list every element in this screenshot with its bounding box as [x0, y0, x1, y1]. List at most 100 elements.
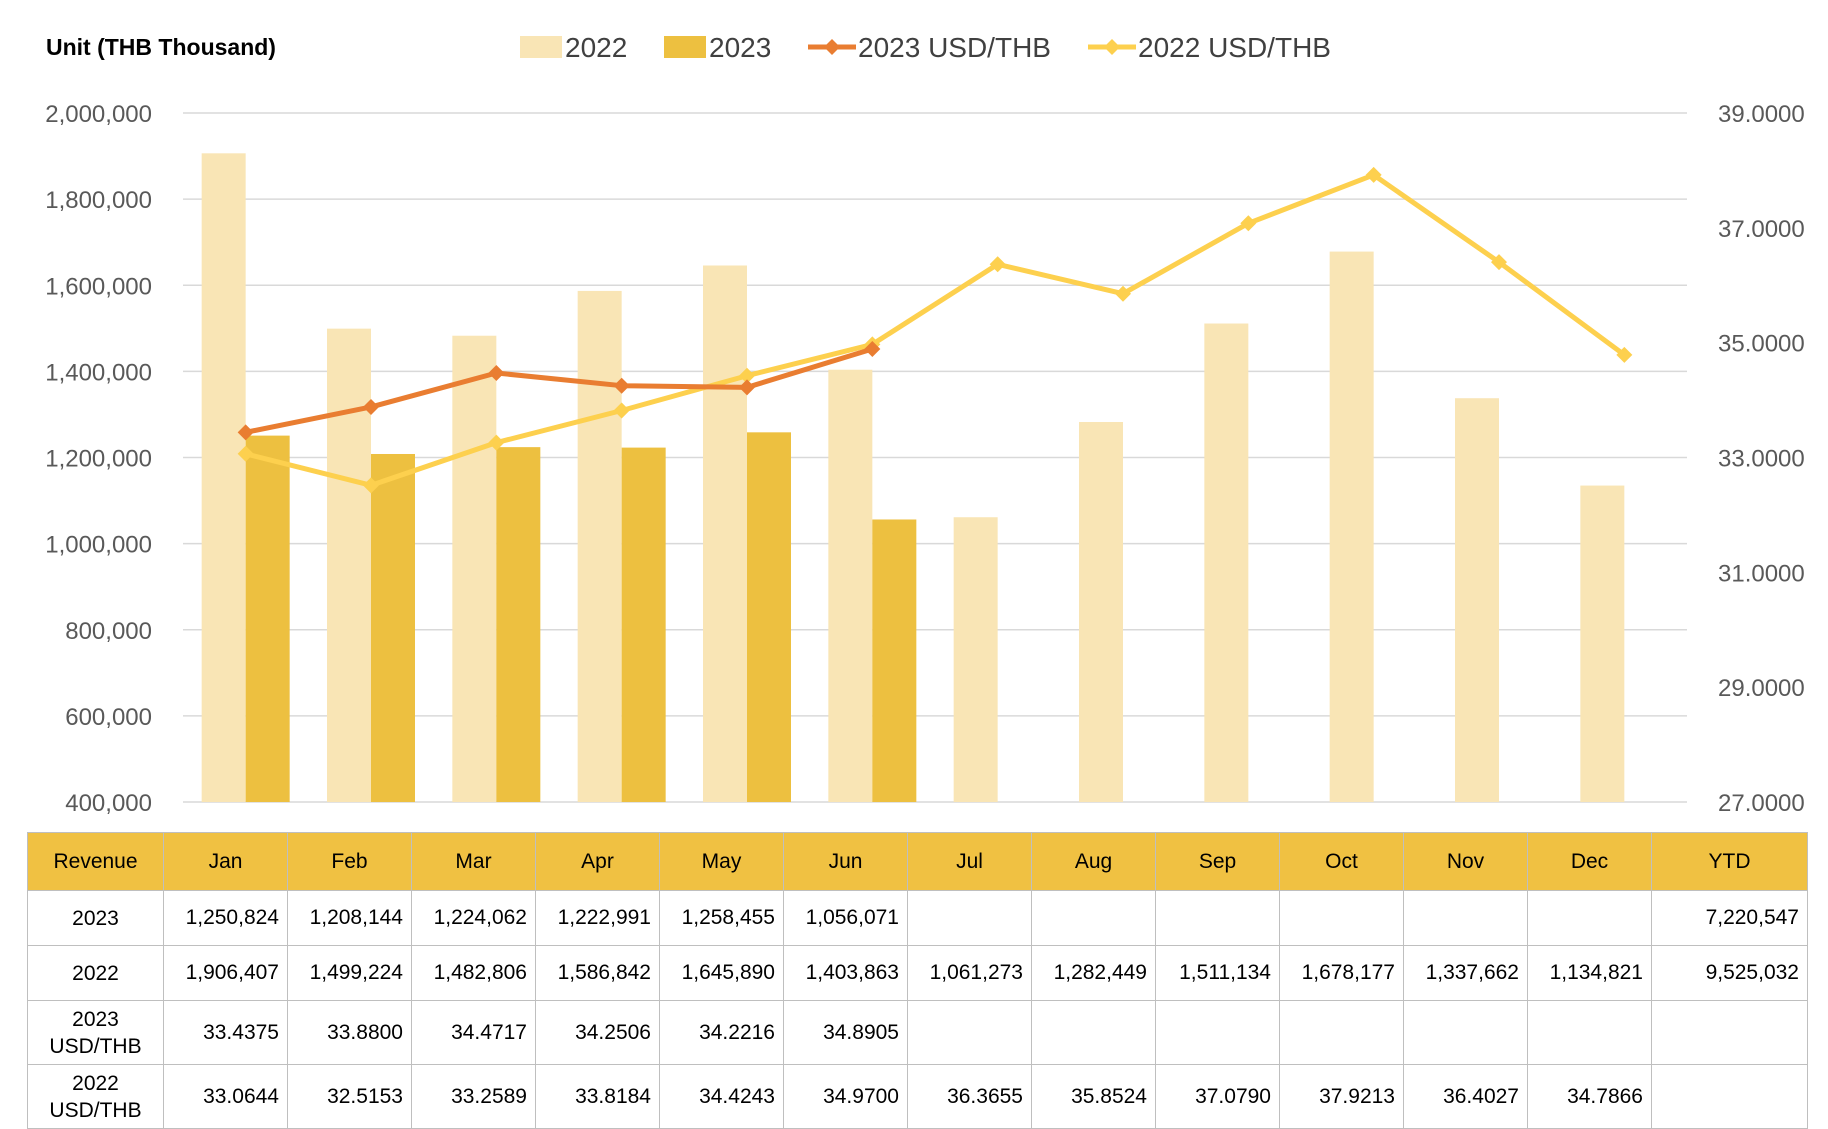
right-tick-label: 37.0000	[1718, 216, 1805, 243]
table-cell: 1,645,890	[659, 945, 784, 1001]
data-table-container: Revenue Jan Feb Mar Apr May Jun Jul Aug …	[27, 832, 1808, 1129]
table-cell: 1,222,991	[535, 890, 660, 946]
left-tick-label: 1,600,000	[45, 273, 152, 300]
table-cell: 1,224,062	[411, 890, 536, 946]
table-cell: 33.8184	[535, 1064, 660, 1129]
table-cell: 1,482,806	[411, 945, 536, 1001]
table-header-ytd: YTD	[1651, 832, 1808, 891]
bar-2022	[828, 369, 873, 802]
line-2023-usdthb-marker	[739, 379, 755, 396]
legend-label: 2022 USD/THB	[1138, 32, 1331, 63]
bar-2023	[245, 435, 290, 802]
table-cell	[1279, 1000, 1404, 1065]
legend-label: 2022	[565, 32, 627, 63]
line-2022-usdthb-marker	[1115, 285, 1131, 302]
bar-2022	[1204, 323, 1249, 802]
table-header-apr: Apr	[535, 832, 660, 891]
table-cell: 33.4375	[163, 1000, 288, 1065]
table-cell: 1,250,824	[163, 890, 288, 946]
unit-label: Unit (THB Thousand)	[46, 34, 276, 60]
table-header-sep: Sep	[1155, 832, 1280, 891]
bar-2022	[703, 265, 747, 802]
table-cell	[1403, 1000, 1528, 1065]
table-cell: 34.2506	[535, 1000, 660, 1065]
table-cell: 35.8524	[1031, 1064, 1156, 1129]
table-cell-ytd: 7,220,547	[1651, 890, 1808, 946]
table-cell	[1155, 890, 1280, 946]
table-cell: 32.5153	[287, 1064, 412, 1129]
bars	[201, 153, 1625, 803]
table-cell: 1,403,863	[783, 945, 908, 1001]
table-cell: 1,499,224	[287, 945, 412, 1001]
table-cell: 36.4027	[1403, 1064, 1528, 1129]
left-tick-label: 400,000	[65, 790, 152, 817]
bar-2022	[327, 328, 371, 802]
left-tick-label: 1,800,000	[45, 187, 152, 214]
table-cell: 37.0790	[1155, 1064, 1280, 1129]
table-cell: 1,061,273	[907, 945, 1032, 1001]
bar-2022	[577, 290, 622, 802]
line-2022-usdthb-marker	[1240, 215, 1257, 232]
left-tick-label: 1,400,000	[45, 359, 152, 386]
legend-item-2022: 2022	[520, 32, 627, 63]
table-cell: 1,056,071	[783, 890, 908, 946]
table-header-aug: Aug	[1031, 832, 1156, 891]
legend-item-2023: 2023	[664, 32, 771, 63]
right-tick-label: 27.0000	[1718, 790, 1805, 817]
table-header-jul: Jul	[907, 832, 1032, 891]
table-cell: 37.9213	[1279, 1064, 1404, 1129]
line-2022-usdthb-line	[245, 172, 1626, 488]
line-2023-usdthb-marker	[363, 398, 379, 415]
table-header-jun: Jun	[783, 832, 908, 891]
table-cell	[1279, 890, 1404, 946]
table-cell: 1,906,407	[163, 945, 288, 1001]
table-cell: 34.4717	[411, 1000, 536, 1065]
line-2023-usdthb-marker	[237, 424, 254, 441]
bar-2023	[621, 447, 666, 802]
table-cell: 1,511,134	[1155, 945, 1280, 1001]
bar-2023	[371, 453, 415, 802]
table-cell: 1,258,455	[659, 890, 784, 946]
bar-2022	[452, 335, 497, 802]
left-y-axis: 400,000 600,000 800,000 1,000,000 1,200,000 1…	[45, 101, 152, 817]
combo-chart: Unit (THB Thousand) 2022 2023 2023 USD/THB…	[45, 32, 1805, 817]
table-cell	[1403, 890, 1528, 946]
table-header-feb: Feb	[287, 832, 412, 891]
legend-label: 2023	[709, 32, 771, 63]
row-label: 2023 USD/THB	[27, 1000, 164, 1065]
table-cell: 34.8905	[783, 1000, 908, 1065]
legend-label: 2023 USD/THB	[858, 32, 1051, 63]
bar-2022	[953, 517, 998, 802]
line-2022-usdthb-marker	[363, 477, 379, 494]
table-cell: 34.7866	[1527, 1064, 1652, 1129]
legend-swatch	[520, 36, 562, 58]
bar-2023	[496, 447, 541, 802]
bar-2023	[747, 432, 791, 802]
line-2023-usdthb-line	[245, 346, 874, 435]
lines	[237, 166, 1633, 494]
legend-marker	[1104, 39, 1120, 55]
right-tick-label: 29.0000	[1718, 675, 1805, 702]
table-cell: 36.3655	[907, 1064, 1032, 1129]
table-cell: 33.0644	[163, 1064, 288, 1129]
legend-item-2023-usdthb: 2023 USD/THB	[808, 32, 1051, 63]
bar-2023	[872, 519, 917, 802]
table-header-oct: Oct	[1279, 832, 1404, 891]
line-2023-usdthb-marker	[613, 377, 630, 394]
table-header-jan: Jan	[163, 832, 288, 891]
line-2023-usdthb-marker	[488, 364, 505, 381]
table-row-2023-usdthb: 2023 USD/THB 33.4375 33.8800 34.4717 34.…	[27, 1000, 1808, 1065]
line-2023-usdthb-marker	[864, 340, 881, 357]
table-header-nov: Nov	[1403, 832, 1528, 891]
table-header-row: Revenue Jan Feb Mar Apr May Jun Jul Aug …	[27, 832, 1808, 891]
row-label: 2023	[27, 890, 164, 946]
line-2022-usdthb-marker	[1616, 346, 1633, 363]
right-y-axis: 27.0000 29.0000 31.0000 33.0000 35.0000 37.00…	[1718, 101, 1805, 817]
right-tick-label: 35.0000	[1718, 331, 1805, 358]
table-header-may: May	[659, 832, 784, 891]
table-cell: 34.2216	[659, 1000, 784, 1065]
bar-2022	[1455, 398, 1499, 802]
table-row-2022-usdthb: 2022 USD/THB 33.0644 32.5153 33.2589 33.…	[27, 1064, 1808, 1129]
table-header-dec: Dec	[1527, 832, 1652, 891]
table-header-mar: Mar	[411, 832, 536, 891]
